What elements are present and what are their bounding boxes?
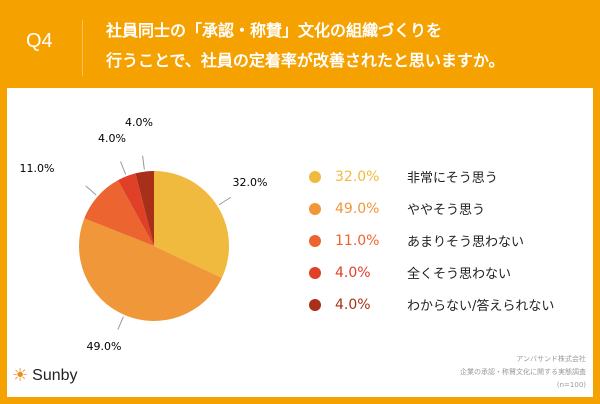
legend-percent: 4.0% <box>335 264 371 281</box>
legend-label: あまりそう思わない <box>407 235 525 250</box>
data-label: 11.0% <box>20 162 55 175</box>
legend-swatch <box>309 266 321 279</box>
legend-item: 4.0% わからない/答えられない <box>309 295 554 314</box>
legend-label: 非常にそう思う <box>407 171 498 186</box>
leader-line <box>218 196 232 206</box>
legend-percent: 11.0% <box>335 232 380 249</box>
leader-line <box>85 185 97 196</box>
legend-swatch <box>309 202 321 215</box>
pie-slice <box>117 173 154 246</box>
legend-percent: 4.0% <box>335 296 371 313</box>
data-label: 4.0% <box>98 132 126 145</box>
sun-icon: ☀ <box>12 365 29 385</box>
leader-line <box>117 316 124 330</box>
legend-percent: 49.0% <box>335 200 380 217</box>
pie-slice <box>79 218 222 321</box>
legend-item: 4.0% 全くそう思わない <box>309 263 511 282</box>
legend-item: 49.0% ややそう思う <box>309 199 485 218</box>
legend-item: 11.0% あまりそう思わない <box>309 231 524 250</box>
pie-slice <box>84 180 154 246</box>
legend-item: 32.0% 非常にそう思う <box>309 167 498 186</box>
data-label: 49.0% <box>87 340 122 353</box>
legend-percent: 32.0% <box>335 168 380 185</box>
legend-swatch <box>309 170 321 183</box>
legend-label: わからない/答えられない <box>407 299 555 314</box>
pie-slice <box>135 171 154 246</box>
leader-line <box>142 155 145 170</box>
divider <box>82 20 83 76</box>
legend-swatch <box>309 298 321 311</box>
source-note: アンバサンド株式会社 企業の承認・称賛文化に関する実態調査 (n=100) <box>460 355 586 389</box>
data-label: 32.0% <box>233 176 268 189</box>
data-label: 4.0% <box>125 116 153 129</box>
pie-slice <box>154 171 229 278</box>
question-title: 社員同士の「承認・称賛」文化の組織づくりを 行うことで、社員の定着率が改善されたと… <box>106 21 505 70</box>
logo: ☀ Sunby <box>12 365 78 385</box>
question-number: Q4 <box>26 30 53 52</box>
legend-label: 全くそう思わない <box>407 267 512 282</box>
legend-swatch <box>309 234 321 247</box>
leader-line <box>120 161 127 175</box>
legend-label: ややそう思う <box>407 203 486 218</box>
